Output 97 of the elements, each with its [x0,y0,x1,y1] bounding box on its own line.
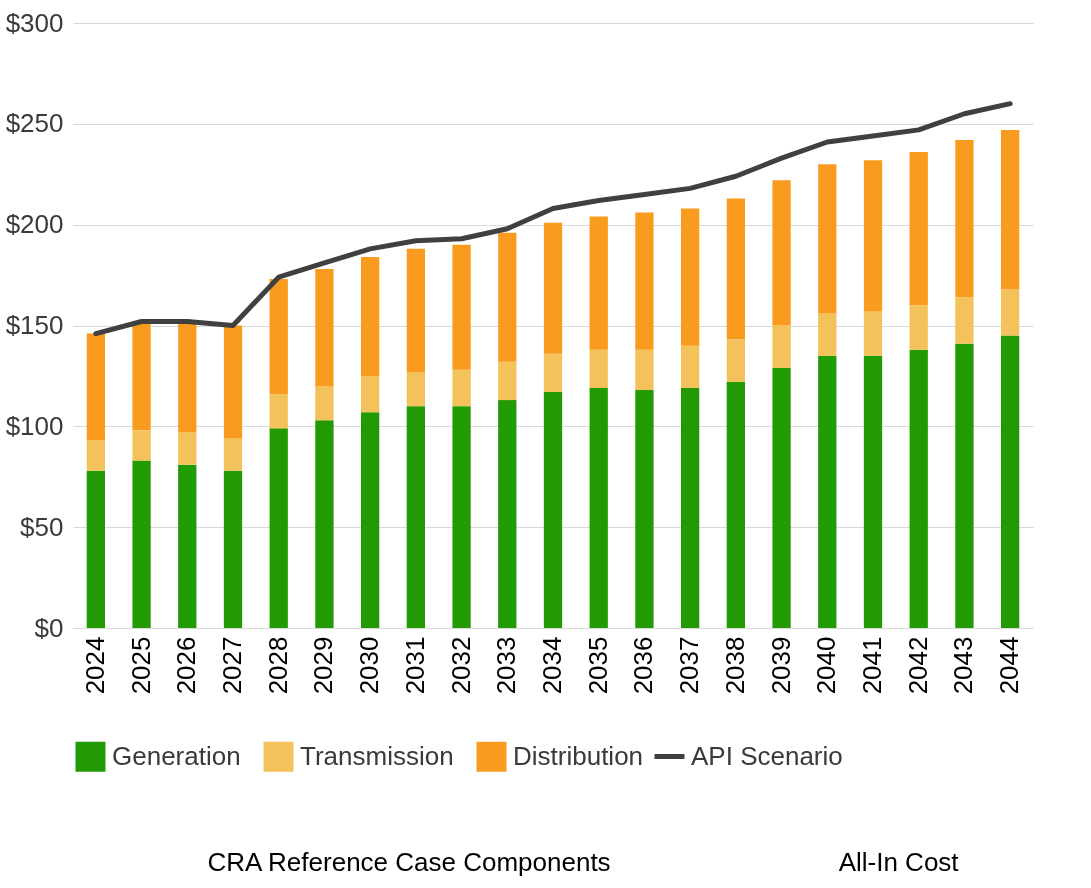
bar [361,412,380,628]
bar [223,470,243,628]
bar [818,355,837,628]
bar [726,381,745,628]
bar [132,460,151,628]
bar [818,313,837,356]
y-tick-label: $50 [20,511,64,542]
bar [406,248,425,372]
bar [452,369,471,407]
bar [726,339,745,382]
x-tick-label: 2038 [719,636,750,695]
bar [681,345,700,389]
x-tick-label: 2039 [765,636,796,695]
bar [589,388,608,628]
text: CRA Reference Case Components [207,847,611,877]
x-tick-label: 2027 [217,636,247,695]
bar [498,232,517,362]
y-tick-label: $300 [5,7,64,38]
x-tick-label: 2040 [811,636,842,695]
x-tick-label: 2037 [674,636,705,695]
bar [132,430,151,461]
bar [452,244,471,370]
bar [178,432,197,465]
x-tick-label: 2025 [125,636,156,695]
bar [86,333,105,441]
x-tick-label: 2031 [399,636,430,695]
bar [406,406,425,628]
x-tick-label: 2029 [308,636,339,695]
bar [1001,289,1020,336]
y-tick-label: $250 [5,108,64,139]
x-tick-label: 2034 [537,636,567,695]
bar [498,400,517,628]
bar [909,305,928,350]
x-tick-label: 2033 [491,636,522,695]
x-tick-label: 2030 [354,636,385,695]
bar [955,139,974,298]
x-tick-label: 2043 [948,636,979,695]
bar [955,343,974,628]
bar [132,323,151,431]
bar [178,323,197,433]
y-tick-label: $0 [34,612,64,643]
bar [223,438,243,471]
bar [315,420,334,628]
bar [635,212,654,350]
x-tick-label: 2028 [262,636,293,695]
bar [315,386,334,421]
x-tick-label: 2026 [171,636,202,695]
bar [86,440,105,471]
bar [909,152,928,306]
x-tick-label: 2041 [857,636,887,695]
bar [452,406,471,628]
bar [589,349,608,389]
bar [772,325,791,368]
bar [589,216,608,350]
bar [406,371,425,407]
x-tick-label: 2024 [79,636,110,695]
bar [635,390,654,628]
bar [178,464,197,628]
bar [269,279,288,395]
y-tick-label: $200 [5,209,64,240]
x-tick-label: 2044 [994,636,1025,695]
bar [681,208,700,346]
x-tick-label: 2032 [445,636,476,695]
bar [1001,129,1020,290]
bar [543,222,563,354]
bar [772,367,791,628]
x-tick-label: 2036 [628,636,659,695]
y-tick-label: $100 [5,410,64,441]
bar [863,160,883,312]
legend-label: Generation [112,740,241,771]
bar [223,325,243,439]
bar [269,428,288,628]
bar [86,470,105,628]
legend-label: API Scenario [691,740,843,771]
bar [361,256,380,376]
bar [955,297,974,344]
bar [818,164,837,314]
text: All-In Cost [838,847,960,877]
bar [909,349,928,628]
legend-label: Transmission [300,740,454,771]
bar [772,180,791,326]
legend-label: Distribution [513,740,644,771]
x-tick-label: 2035 [582,636,613,695]
bar [1001,335,1020,628]
bar [681,388,700,628]
x-tick-label: 2042 [902,636,933,695]
bar [498,361,517,401]
bar [543,353,563,393]
bar [543,392,563,628]
bar [315,269,334,386]
bar [863,355,883,628]
bar [635,349,654,391]
bar [863,311,883,356]
bar [726,198,745,340]
bar [361,375,380,413]
bar [269,394,288,429]
y-tick-label: $150 [5,310,64,340]
